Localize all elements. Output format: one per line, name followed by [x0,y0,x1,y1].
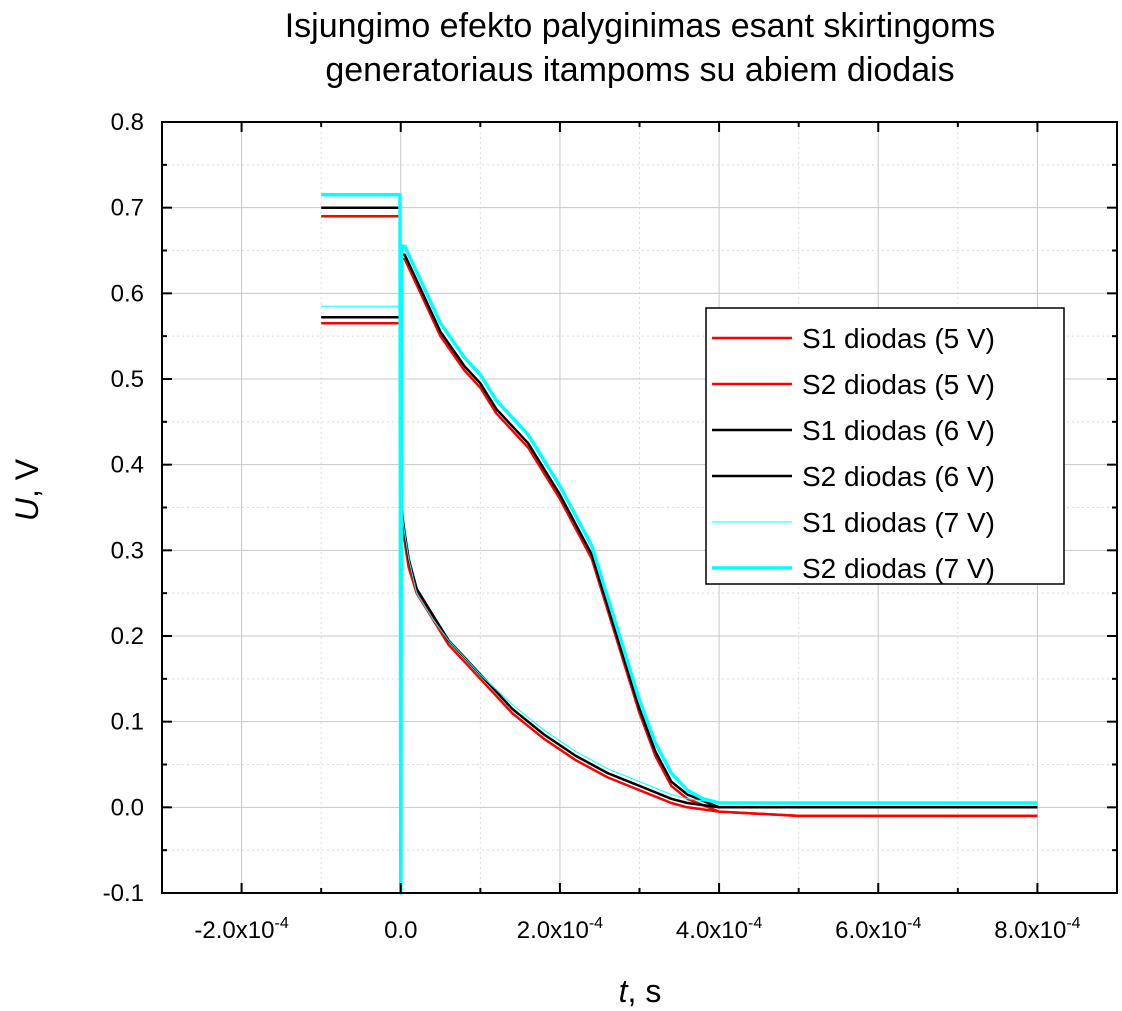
chart-title-line-2: generatoriaus itampoms su abiem diodais [325,51,955,89]
series-line-6 [321,193,1038,895]
series-line-4 [321,206,1038,809]
legend: S1 diodas (5 V) S2 diodas (5 V) S1 diodas … [705,307,1065,585]
y-tick-label: 0.0 [111,794,144,821]
chart-title-line-1: Isjungimo efekto palyginimas esant skirt… [284,7,996,45]
x-tick-label: -2.0x10-4 [194,915,288,944]
legend-label: S2 diodas (7 V) [802,553,995,584]
x-tick-label: 4.0x10-4 [676,915,762,944]
x-tick-label: 6.0x10-4 [835,915,921,944]
legend-label: S2 diodas (5 V) [802,369,995,400]
x-axis-title: t, s [619,973,662,1009]
y-tick-label: 0.5 [111,366,144,393]
legend-label: S2 diodas (6 V) [802,461,995,492]
y-tick-label: 0.8 [111,109,144,136]
y-tick-label: 0.2 [111,623,144,650]
y-tick-label: 0.1 [111,709,144,736]
y-tick-label: 0.6 [111,280,144,307]
tick-labels: -0.1 0.0 0.1 0.2 0.3 0.4 0.5 0.6 0.7 0.8 -2.0x10-4… [103,109,1081,944]
legend-label: S1 diodas (6 V) [802,415,995,446]
x-axis-unit: , s [628,973,662,1009]
y-tick-label: 0.4 [111,452,144,479]
y-tick-label: 0.3 [111,537,144,564]
y-axis-title: U, V [9,458,45,521]
legend-box [705,307,1065,585]
series-layer [321,193,1038,895]
x-axis-var: t [619,973,629,1009]
y-tick-label: -0.1 [103,880,144,907]
y-tick-label: 0.7 [111,195,144,222]
y-axis-unit: , V [9,458,45,498]
x-tick-label: 2.0x10-4 [517,915,603,944]
series-line-2 [321,214,1038,818]
x-tick-label: 0.0 [384,917,417,944]
x-tick-label: 8.0x10-4 [994,915,1080,944]
legend-label: S1 diodas (5 V) [802,323,995,354]
legend-label: S1 diodas (7 V) [802,507,995,538]
y-axis-var: U [9,497,45,521]
axis-ticks [161,121,1118,894]
